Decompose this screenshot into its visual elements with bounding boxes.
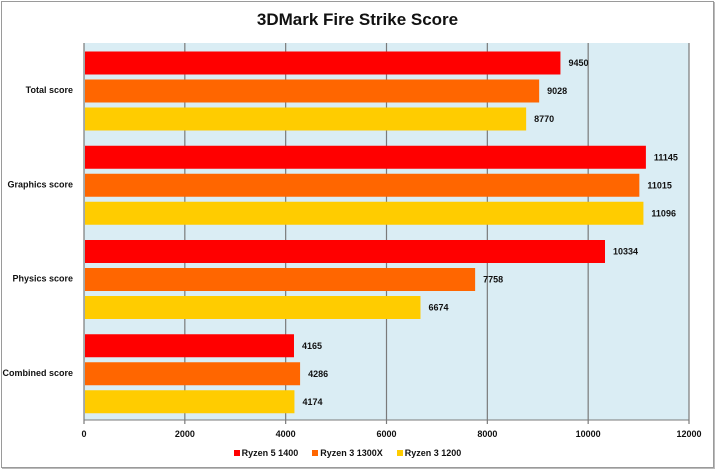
data-label: 9028 — [547, 86, 567, 96]
bar — [85, 107, 527, 131]
data-label: 11096 — [651, 208, 676, 218]
bar — [85, 173, 640, 197]
legend-label: Ryzen 3 1300X — [320, 448, 383, 458]
legend: Ryzen 5 1400 Ryzen 3 1300X Ryzen 3 1200 — [0, 448, 705, 458]
data-label: 4286 — [308, 369, 328, 379]
bar — [85, 390, 295, 414]
bar — [85, 240, 606, 263]
bar — [85, 79, 540, 103]
bar — [85, 145, 646, 169]
bar — [85, 334, 294, 358]
bar — [85, 51, 561, 75]
data-label: 8770 — [534, 114, 554, 124]
data-label: 10334 — [613, 247, 638, 257]
chart-title: 3DMark Fire Strike Score — [256, 10, 459, 29]
x-tick-label: 0 — [81, 429, 86, 439]
legend-swatch — [233, 450, 240, 456]
legend-item: Ryzen 3 1200 — [396, 448, 462, 458]
x-tick-label: 12000 — [676, 429, 701, 439]
legend-swatch — [312, 450, 319, 456]
bar — [85, 296, 421, 319]
bar — [85, 268, 476, 291]
legend-item: Ryzen 3 1300X — [312, 448, 383, 458]
bar — [85, 362, 301, 386]
x-tick-label: 10000 — [576, 429, 601, 439]
legend-swatch — [396, 450, 403, 456]
x-tick-label: 4000 — [276, 429, 296, 439]
category-label: Combined score — [2, 368, 73, 378]
x-tick-label: 2000 — [175, 429, 195, 439]
category-label: Graphics score — [7, 179, 73, 189]
data-label: 4165 — [302, 341, 322, 351]
x-tick-label: 6000 — [376, 429, 396, 439]
data-label: 6674 — [428, 303, 448, 313]
legend-label: Ryzen 3 1200 — [404, 448, 462, 458]
x-tick-label: 8000 — [477, 429, 497, 439]
data-label: 4174 — [302, 397, 322, 407]
bar — [85, 201, 644, 225]
legend-item: Ryzen 5 1400 — [233, 448, 299, 458]
category-label: Total score — [26, 85, 73, 95]
data-label: 7758 — [483, 275, 503, 285]
legend-label: Ryzen 5 1400 — [241, 448, 299, 458]
data-label: 11015 — [647, 180, 672, 190]
category-label: Physics score — [12, 274, 73, 284]
data-label: 11145 — [654, 152, 678, 162]
data-label: 9450 — [568, 58, 588, 68]
